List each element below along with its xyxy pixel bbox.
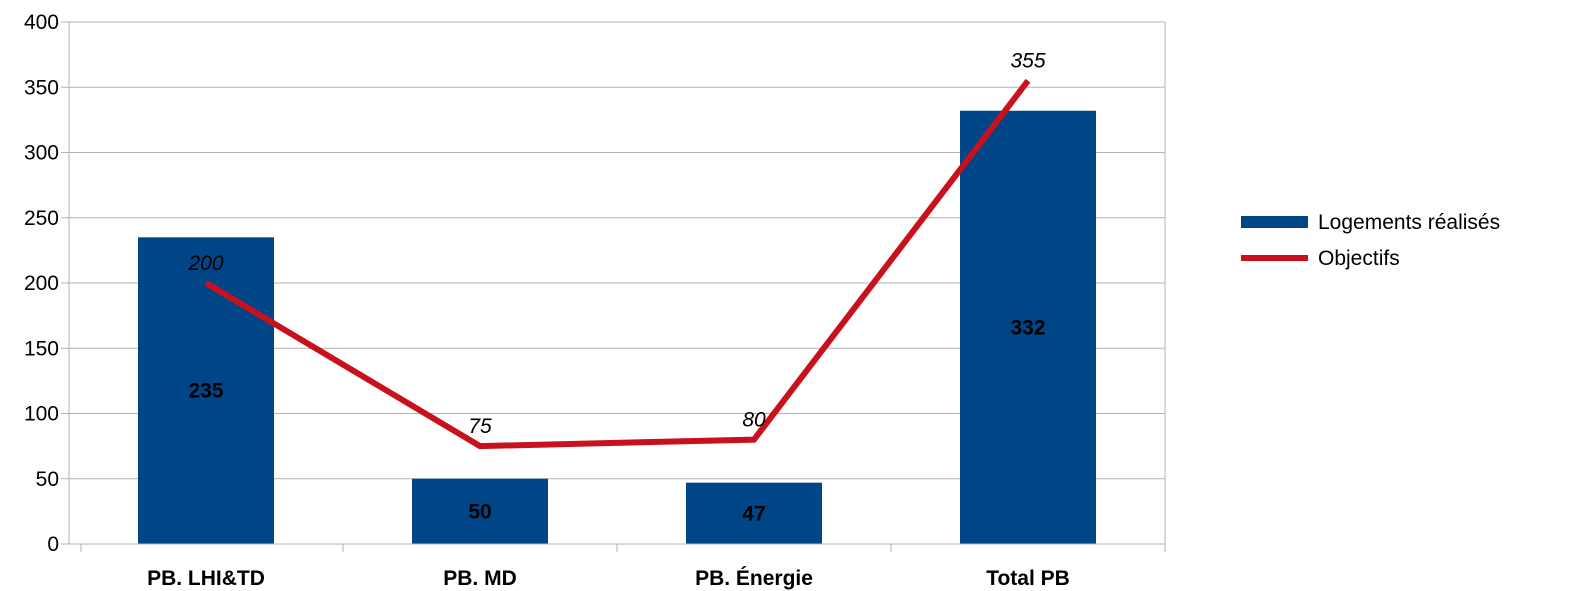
line-value-label: 80 [742, 409, 766, 432]
bar-value-label: 47 [742, 502, 765, 525]
x-tick-label: PB. Énergie [695, 567, 813, 590]
bar [138, 237, 274, 544]
line-value-label: 75 [468, 415, 492, 438]
y-tick-label: 350 [24, 76, 59, 99]
y-tick-label: 300 [24, 142, 59, 165]
legend: Logements réalisés Objectifs [1241, 211, 1500, 270]
x-tick-label: PB. MD [443, 567, 517, 590]
x-tick-label: Total PB [986, 567, 1070, 590]
bar [412, 478, 548, 544]
objectifs-line [204, 78, 1031, 450]
y-tick-label: 150 [24, 337, 59, 360]
y-tick-label: 200 [24, 272, 59, 295]
y-tick-label: 400 [24, 11, 59, 34]
y-tick-label: 100 [24, 403, 59, 426]
y-tick-label: 0 [47, 533, 59, 556]
data-labels: 235 50 47 332 200 75 80 355 [187, 50, 1045, 526]
bar-value-label: 332 [1010, 316, 1045, 339]
x-tick-label: PB. LHI&TD [147, 567, 265, 590]
legend-label: Logements réalisés [1318, 211, 1500, 234]
legend-label: Objectifs [1318, 247, 1400, 270]
line-series [204, 78, 1031, 450]
bar [960, 110, 1096, 545]
axes: 0 50 100 150 200 250 300 350 400 PB. LHI&TD PB. MD… [24, 11, 1166, 590]
bar-series [138, 110, 1096, 545]
bar-value-label: 50 [468, 500, 491, 523]
bar [686, 482, 822, 544]
line-value-label: 355 [1010, 50, 1045, 73]
y-tick-label: 250 [24, 207, 59, 230]
legend-swatch-bar [1241, 216, 1308, 228]
line-value-label: 200 [187, 252, 223, 275]
y-tick-label: 50 [36, 468, 59, 491]
bar-value-label: 235 [188, 380, 223, 403]
